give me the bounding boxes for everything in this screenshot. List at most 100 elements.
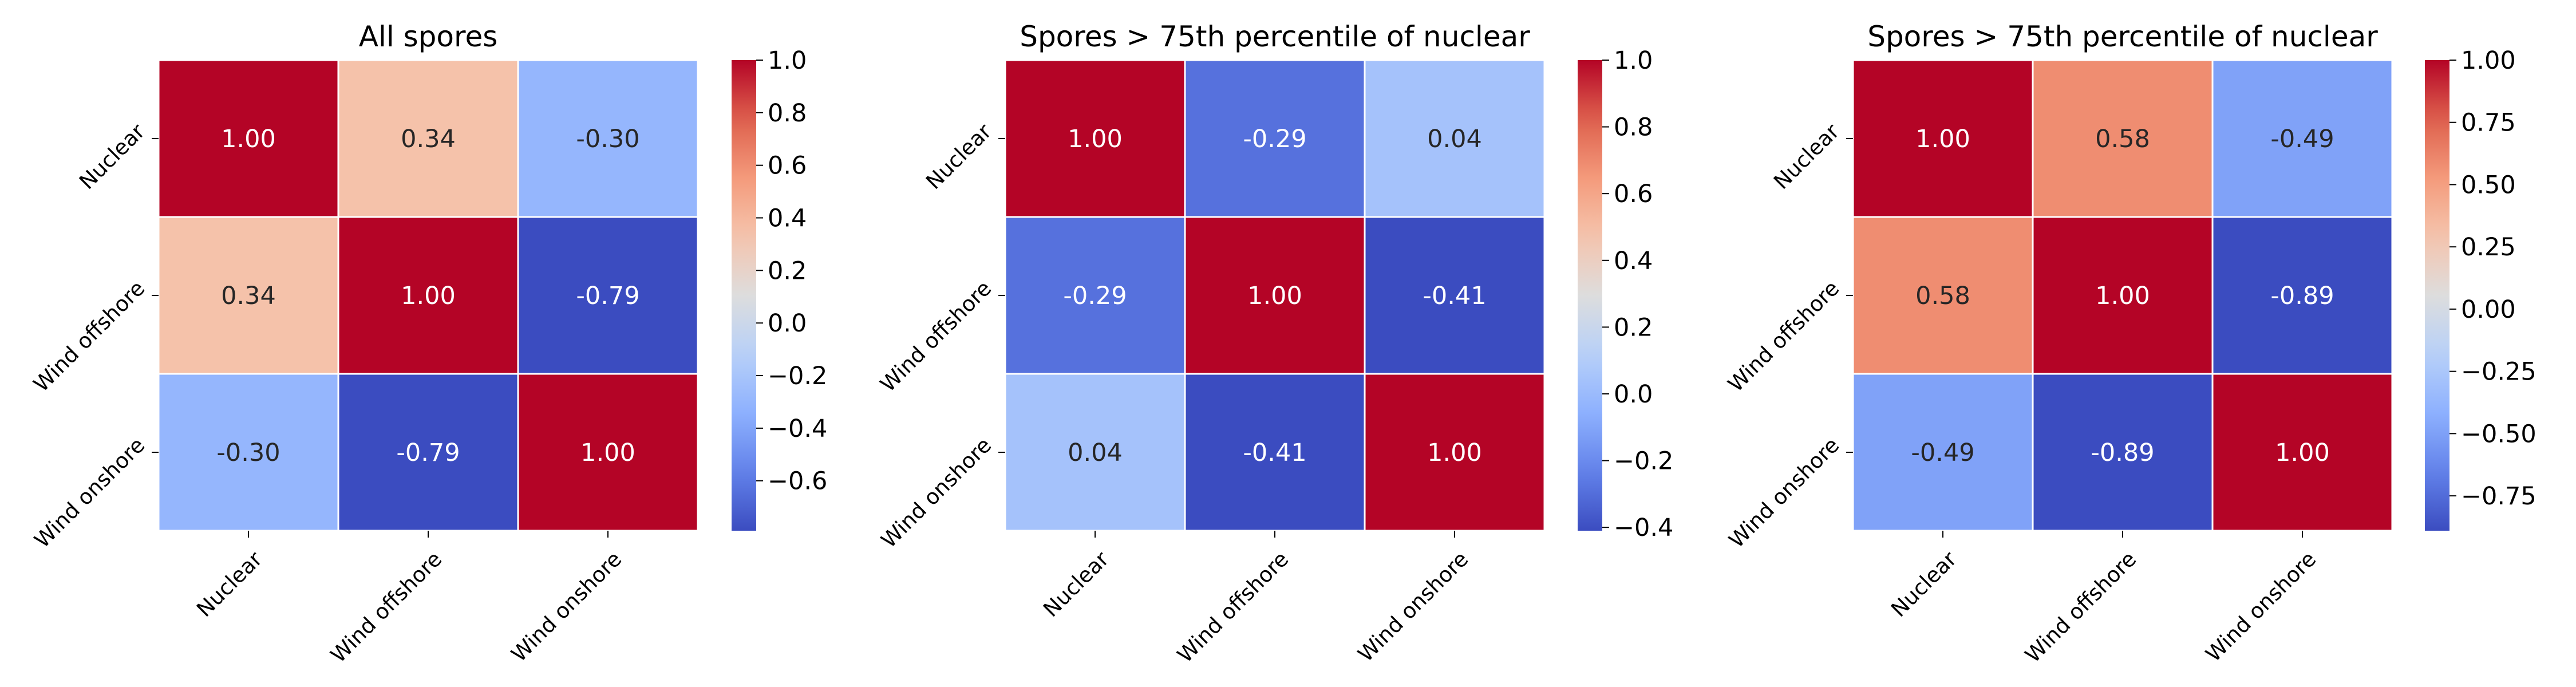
heatmap-cell	[1852, 59, 2034, 218]
heatmap-cell	[2211, 59, 2393, 218]
colorbar-tick-label: 0.8	[1614, 113, 1653, 142]
cell-value-label: -0.49	[2270, 125, 2334, 153]
heatmap-cell	[1184, 216, 1366, 375]
cell-value-label: 0.58	[2095, 125, 2150, 153]
y-tick-label: Wind onshore	[30, 433, 150, 553]
colorbar	[2425, 60, 2449, 531]
cell-value-label: 1.00	[2095, 282, 2150, 310]
colorbar-tick-label: 1.0	[1614, 46, 1653, 75]
heatmap-cell	[157, 216, 339, 375]
cell-value-label: 0.34	[221, 282, 276, 310]
cell-value-label: 1.00	[401, 282, 456, 310]
x-tick-label: Wind onshore	[1353, 547, 1473, 667]
heatmap-cell	[1852, 373, 2034, 532]
colorbar	[1578, 60, 1602, 531]
cell-value-label: 1.00	[2275, 439, 2330, 467]
colorbar-tick-label: −0.50	[2461, 420, 2537, 448]
x-tick-label: Wind offshore	[1172, 547, 1293, 668]
colorbar-tick-label: 0.75	[2461, 109, 2516, 137]
x-tick-label: Nuclear	[1886, 546, 1962, 622]
heatmap-cell	[1184, 59, 1366, 218]
cell-value-label: 1.00	[1427, 439, 1482, 467]
cell-value-label: -0.41	[1423, 282, 1486, 310]
cell-value-label: 1.00	[1247, 282, 1302, 310]
cell-value-label: -0.29	[1243, 125, 1306, 153]
cell-value-label: 1.00	[1915, 125, 1970, 153]
x-tick-label: Wind offshore	[2020, 547, 2141, 668]
cell-value-label: -0.29	[1063, 282, 1127, 310]
heatmap-cell	[517, 216, 699, 375]
heatmap-cell	[337, 373, 519, 532]
colorbar-tick-label: 0.0	[768, 309, 807, 338]
y-tick-label: Wind offshore	[875, 276, 996, 397]
cell-value-label: 0.04	[1068, 439, 1123, 467]
heatmap-panel-1: All spores 1.00 0.34 -0.30 0.34 1.00 -0.79 -0.3…	[29, 20, 827, 668]
cell-value-label: -0.30	[576, 125, 639, 153]
heatmap-cell	[1364, 373, 1546, 532]
cell-value-label: 1.00	[221, 125, 276, 153]
cell-value-label: -0.79	[576, 282, 639, 310]
colorbar	[732, 60, 756, 531]
cell-value-label: 0.04	[1427, 125, 1482, 153]
cell-value-label: 0.58	[1915, 282, 1970, 310]
cell-value-label: -0.89	[2091, 439, 2154, 467]
colorbar-tick-label: −0.2	[768, 362, 827, 390]
x-tick-label: Wind onshore	[507, 547, 627, 667]
heatmap-cell	[2032, 59, 2214, 218]
cell-value-label: -0.30	[216, 439, 280, 467]
heatmap-cell	[517, 59, 699, 218]
heatmap-cell	[1364, 216, 1546, 375]
y-tick-label: Nuclear	[1769, 119, 1844, 194]
cell-value-label: 1.00	[1068, 125, 1123, 153]
y-tick-label: Nuclear	[74, 119, 150, 194]
colorbar-tick-label: 0.2	[1614, 313, 1653, 342]
colorbar-tick-label: 0.0	[1614, 380, 1653, 409]
heatmap-cell	[2032, 216, 2214, 375]
colorbar-tick-label: −0.2	[1614, 447, 1673, 476]
cell-value-label: -0.41	[1243, 439, 1306, 467]
heatmap-panel-2: Spores > 75th percentile of nuclear 1.00 -…	[875, 20, 1673, 668]
chart-title: All spores	[359, 20, 498, 53]
cell-value-label: -0.49	[1911, 439, 1974, 467]
heatmap-panel-3: Spores > 75th percentile of nuclear 1.00 0…	[1723, 20, 2536, 668]
colorbar-tick-label: −0.25	[2461, 358, 2537, 386]
chart-title: Spores > 75th percentile of nuclear	[1020, 20, 1530, 53]
x-tick-label: Nuclear	[192, 546, 267, 622]
heatmap-cell	[1364, 59, 1546, 218]
colorbar-tick-label: 0.2	[768, 256, 807, 285]
colorbar-tick-label: −0.4	[1614, 514, 1673, 542]
colorbar-tick-label: 0.4	[1614, 247, 1653, 275]
colorbar-tick-label: 0.25	[2461, 233, 2516, 262]
heatmap-cell	[1004, 59, 1186, 218]
colorbar-tick-label: 0.6	[1614, 180, 1653, 208]
colorbar-tick-label: 0.50	[2461, 171, 2516, 199]
x-tick-label: Nuclear	[1038, 546, 1114, 622]
colorbar-tick-label: 0.4	[768, 204, 807, 233]
heatmap-cell	[337, 59, 519, 218]
heatmap-cell	[2211, 216, 2393, 375]
colorbar-tick-label: 0.00	[2461, 295, 2516, 324]
cell-value-label: -0.79	[396, 439, 460, 467]
colorbar-tick-label: −0.6	[768, 467, 827, 496]
heatmap-panels: All spores 1.00 0.34 -0.30 0.34 1.00 -0.79 -0.3…	[29, 20, 2536, 668]
x-tick-label: Wind onshore	[2201, 547, 2321, 667]
colorbar-tick-label: 1.0	[768, 46, 807, 75]
cell-value-label: -0.89	[2270, 282, 2334, 310]
cell-value-label: 1.00	[580, 439, 635, 467]
colorbar-tick-label: 1.00	[2461, 46, 2516, 75]
colorbar-tick-label: 0.6	[768, 152, 807, 180]
y-tick-label: Wind offshore	[29, 276, 149, 397]
heatmap-cell	[337, 216, 519, 375]
x-tick-label: Wind offshore	[326, 547, 447, 668]
cell-value-label: 0.34	[401, 125, 456, 153]
y-tick-label: Wind onshore	[1724, 433, 1844, 553]
y-tick-label: Wind offshore	[1723, 276, 1844, 397]
colorbar-tick-label: −0.4	[768, 414, 827, 443]
y-tick-label: Nuclear	[921, 119, 997, 194]
heatmap-cell	[157, 59, 339, 218]
chart-title: Spores > 75th percentile of nuclear	[1867, 20, 2378, 53]
heatmap-cell	[1184, 373, 1366, 532]
colorbar-tick-label: 0.8	[768, 99, 807, 128]
heatmap-cell	[2211, 373, 2393, 532]
